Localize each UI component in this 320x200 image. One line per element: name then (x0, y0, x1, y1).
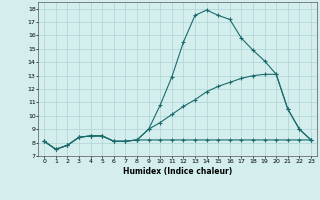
X-axis label: Humidex (Indice chaleur): Humidex (Indice chaleur) (123, 167, 232, 176)
